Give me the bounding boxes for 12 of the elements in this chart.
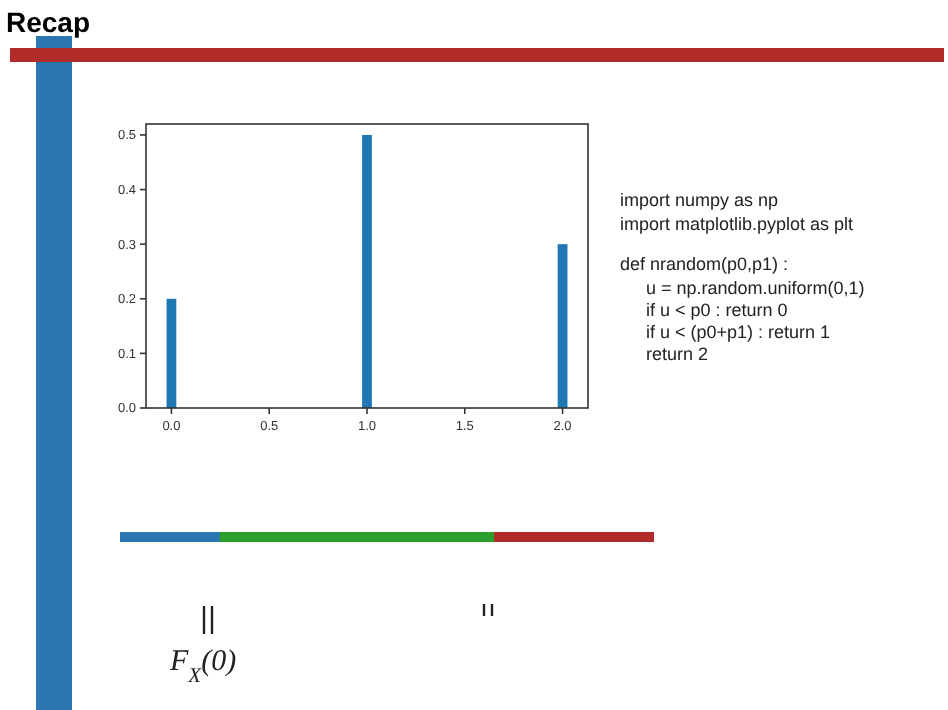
text: if u < p0 : return 0 xyxy=(646,300,788,320)
bar xyxy=(557,244,568,408)
bar xyxy=(362,134,372,408)
text: u = np.random.uniform(0,1) xyxy=(646,278,865,298)
text: import numpy as np xyxy=(620,190,779,210)
text: import matplotlib.pyplot as plt xyxy=(620,214,855,234)
text: if u < (p0+p1) : return 1 xyxy=(646,322,831,342)
text: F$_{X}$(0) xyxy=(168,646,237,687)
text: return 2 xyxy=(646,344,709,364)
chart-title: Recap xyxy=(6,6,91,38)
text: def nrandom(p0,p1) : xyxy=(620,254,789,274)
bar xyxy=(166,298,177,408)
